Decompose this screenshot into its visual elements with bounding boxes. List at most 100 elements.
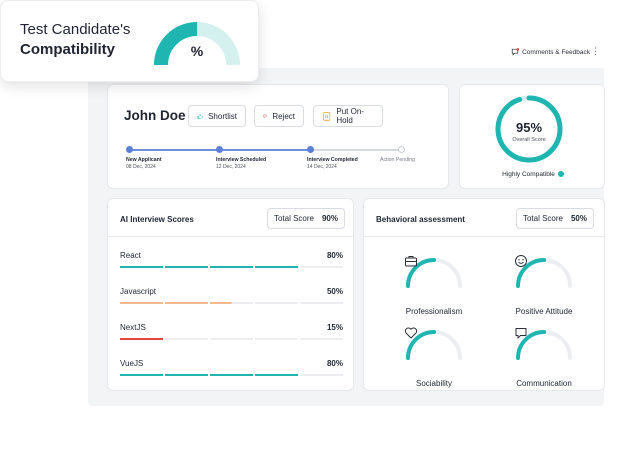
progress-segment (300, 266, 343, 268)
divider (364, 236, 604, 237)
speech-bubble-icon (515, 328, 527, 339)
status-dot-icon (557, 171, 564, 177)
skill-row: VueJS 80% (120, 359, 343, 379)
overall-score-card: 95% Overall Score Highly Compatible (459, 84, 605, 189)
progress-segment (255, 266, 298, 268)
trait-label: Professionalism (405, 307, 463, 316)
ai-total-score-value: 90% (321, 214, 338, 223)
skill-name: VueJS (120, 359, 144, 368)
trait-label: Communication (516, 379, 572, 388)
smiley-icon (515, 255, 527, 267)
trait-positive-attitude: Positive Attitude (494, 254, 594, 326)
progress-segment (120, 374, 163, 376)
skill-progress-bar (120, 302, 343, 304)
chat-heart-icon (511, 48, 520, 56)
skill-progress-bar (120, 266, 343, 268)
behavioral-assessment-panel: Behavioral assessment Total Score 50% Pr… (363, 198, 605, 391)
progress-segment (255, 338, 298, 340)
progress-segment (210, 302, 253, 304)
heart-icon (404, 327, 418, 339)
comments-feedback-label: Comments & Feedback (522, 48, 590, 56)
progress-segment (210, 266, 253, 268)
progress-segment (120, 302, 163, 304)
timeline-step-dot (126, 146, 133, 153)
put-on-hold-label: Put On-Hold (336, 107, 364, 125)
trait-label: Positive Attitude (515, 307, 573, 316)
progress-segment (165, 374, 208, 376)
compatibility-title-line2: Compatibility (20, 41, 116, 58)
timeline-pending-line (312, 149, 402, 151)
compatibility-title-line1: Test Candidate's (20, 21, 131, 38)
dashboard-frame: Comments & Feedback ⋮ John Doe Shortlist… (88, 40, 605, 406)
trait-gauge (406, 258, 462, 288)
timeline-step-date: 14 Dec, 2024 (307, 164, 337, 170)
compatibility-value: % (190, 43, 204, 59)
skill-score: 80% (326, 251, 343, 260)
shortlist-label: Shortlist (208, 111, 237, 121)
skill-progress-bar (120, 338, 343, 340)
skill-score: 15% (326, 323, 343, 332)
put-on-hold-button[interactable]: Put On-Hold (313, 105, 383, 127)
briefcase-icon (405, 256, 417, 267)
overall-score-label: Overall Score (512, 137, 546, 143)
progress-segment (210, 374, 253, 376)
reject-label: Reject (272, 111, 295, 121)
overall-score-value: 95% (515, 120, 543, 135)
trait-communication: Communication (494, 326, 594, 398)
trait-gauge (516, 258, 572, 288)
behavioral-total-score-label: Total Score (522, 214, 563, 223)
compatibility-gauge (154, 22, 240, 66)
timeline-step-label: Action Pending (380, 157, 415, 163)
kebab-menu-icon[interactable]: ⋮ (591, 46, 600, 56)
timeline-step-dot (307, 146, 314, 153)
candidate-card: John Doe Shortlist Reject Put On-Hold (107, 84, 449, 189)
candidate-name: John Doe (124, 108, 186, 123)
timeline-step-label: New Applicant (126, 157, 162, 163)
progress-segment (300, 302, 343, 304)
behavioral-total-score-value: 50% (570, 214, 587, 223)
timeline-step-date: 08 Dec, 2024 (126, 164, 156, 170)
behavioral-total-score-badge: Total Score 50% (515, 208, 594, 229)
skill-row: Javascript 50% (120, 287, 343, 307)
progress-segment (300, 338, 343, 340)
skill-name: React (120, 251, 141, 260)
skill-row: NextJS 15% (120, 323, 343, 343)
ai-total-score-label: Total Score (273, 214, 314, 223)
skill-score: 80% (326, 359, 343, 368)
behavioral-title: Behavioral assessment (376, 215, 465, 224)
ai-interview-scores-panel: AI Interview Scores Total Score 90% Reac… (107, 198, 354, 391)
timeline-step-label: Interview Scheduled (216, 157, 267, 163)
compatibility-card: Test Candidate's Compatibility % (0, 0, 259, 82)
compatibility-status-label: Highly Compatible (502, 171, 555, 178)
pause-icon (323, 111, 331, 121)
timeline-step-dot (398, 146, 405, 153)
divider (108, 236, 353, 237)
timeline-step-date: 12 Dec, 2024 (216, 164, 246, 170)
shortlist-button[interactable]: Shortlist (188, 105, 246, 127)
thumbs-down-icon (263, 114, 267, 118)
trait-professionalism: Professionalism (384, 254, 484, 326)
thumbs-up-icon (197, 113, 203, 119)
ai-scores-title: AI Interview Scores (120, 215, 194, 224)
trait-gauge (516, 330, 572, 360)
progress-segment (120, 266, 163, 268)
progress-segment (255, 302, 298, 304)
overall-score-ring (495, 95, 563, 163)
progress-segment (165, 338, 208, 340)
comments-feedback-link[interactable]: Comments & Feedback (511, 48, 590, 56)
progress-segment (165, 302, 208, 304)
skill-score: 50% (326, 287, 343, 296)
timeline-step-label: Interview Completed (307, 157, 358, 163)
reject-button[interactable]: Reject (254, 105, 304, 127)
ai-total-score-badge: Total Score 90% (266, 208, 345, 229)
skill-name: Javascript (120, 287, 157, 296)
progress-segment (120, 338, 163, 340)
progress-segment (300, 374, 343, 376)
trait-label: Sociability (415, 379, 452, 388)
hiring-timeline: New Applicant 08 Dec, 2024 Interview Sch… (126, 145, 415, 175)
compatibility-status: Highly Compatible (460, 171, 606, 178)
trait-gauge (406, 330, 462, 360)
progress-segment (165, 266, 208, 268)
trait-sociability: Sociability (384, 326, 484, 398)
skill-row: React 80% (120, 251, 343, 271)
